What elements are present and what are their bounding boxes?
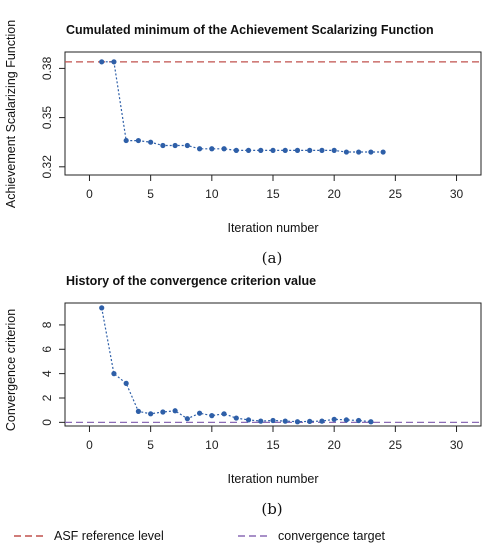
y-tick-label: 8 [40, 321, 54, 328]
y-tick-label: 0.32 [40, 155, 54, 179]
x-axis-label: Iteration number [227, 472, 318, 486]
data-point [356, 417, 362, 424]
data-point [111, 59, 117, 65]
x-tick-label: 5 [147, 438, 154, 452]
data-point [245, 147, 252, 153]
x-tick-label: 5 [147, 187, 154, 201]
data-point [294, 419, 301, 425]
panel-caption: (b) [261, 500, 282, 518]
data-point [160, 142, 166, 149]
x-tick-label: 20 [327, 187, 341, 201]
legend-label: ASF reference level [54, 529, 164, 543]
x-tick-label: 0 [86, 438, 93, 452]
panel-caption: (a) [262, 249, 283, 267]
data-point [331, 147, 337, 153]
data-point [135, 137, 142, 144]
data-point [294, 147, 301, 153]
y-tick-label: 6 [40, 346, 54, 353]
x-tick-label: 30 [450, 438, 464, 452]
x-tick-label: 10 [205, 438, 219, 452]
x-tick-label: 25 [389, 438, 403, 452]
x-tick-label: 25 [389, 187, 403, 201]
x-tick-label: 0 [86, 187, 93, 201]
plot-frame [64, 51, 482, 176]
series-line [101, 61, 384, 153]
data-point [343, 149, 350, 155]
data-point [99, 59, 105, 65]
data-point [282, 147, 288, 153]
data-point [319, 418, 325, 424]
y-tick-label: 2 [40, 394, 54, 401]
data-point [356, 149, 362, 155]
y-axis-label: Convergence criterion [4, 309, 18, 431]
data-point [258, 147, 264, 153]
data-point [245, 417, 252, 423]
data-point [307, 418, 313, 424]
series-line [101, 307, 371, 423]
data-point [319, 147, 325, 153]
data-point [123, 380, 129, 386]
data-point [148, 411, 154, 417]
data-point [172, 408, 178, 414]
data-point [233, 147, 239, 153]
data-point [368, 419, 374, 425]
x-tick-label: 30 [450, 187, 464, 201]
data-point [209, 413, 215, 419]
data-point [111, 371, 117, 377]
y-tick-label: 0 [40, 419, 54, 426]
data-point [258, 418, 264, 424]
series-points-layer [99, 59, 386, 155]
data-point [123, 137, 129, 144]
data-point [233, 415, 239, 421]
plot-frame [64, 302, 482, 427]
legend: ASF reference level convergence target [14, 529, 386, 543]
data-point [270, 147, 276, 153]
data-point [209, 146, 215, 152]
series-line-layer [101, 61, 384, 153]
chart-title: Cumulated minimum of the Achievement Sca… [66, 23, 434, 37]
legend-label: convergence target [278, 529, 386, 543]
y-tick-label: 0.35 [40, 106, 54, 130]
chart-asf: Cumulated minimum of the Achievement Sca… [4, 20, 482, 267]
x-axis-label: Iteration number [227, 221, 318, 235]
y-axis: 0 2 4 6 8 [40, 321, 65, 426]
y-tick-label: 4 [40, 370, 54, 377]
chart-title: History of the convergence criterion val… [66, 274, 316, 288]
data-point [221, 411, 227, 417]
series-points-layer [99, 305, 374, 425]
y-axis-label: Achievement Scalarizing Function [4, 20, 18, 208]
data-point [99, 305, 105, 311]
x-tick-label: 15 [266, 187, 280, 201]
chart-convergence: History of the convergence criterion val… [4, 274, 482, 518]
x-axis: 0 5 10 15 20 25 30 [86, 175, 464, 201]
data-point [148, 139, 154, 145]
data-point [270, 417, 276, 424]
data-point [343, 417, 350, 423]
data-point [368, 149, 374, 155]
x-axis: 0 5 10 15 20 25 30 [86, 426, 464, 452]
data-point [380, 149, 386, 155]
y-tick-label: 0.38 [40, 56, 54, 80]
data-point [196, 410, 203, 416]
data-point [331, 416, 337, 422]
data-point [307, 147, 313, 153]
data-point [184, 416, 190, 422]
data-point [135, 408, 142, 414]
x-tick-label: 15 [266, 438, 280, 452]
x-tick-label: 20 [327, 438, 341, 452]
data-point [160, 409, 166, 415]
x-tick-label: 10 [205, 187, 219, 201]
series-line-layer [101, 307, 371, 423]
data-point [172, 142, 178, 149]
y-axis: 0.32 0.35 0.38 [40, 56, 65, 178]
data-point [196, 146, 203, 152]
data-point [184, 142, 190, 149]
data-point [221, 146, 227, 152]
data-point [282, 418, 288, 424]
